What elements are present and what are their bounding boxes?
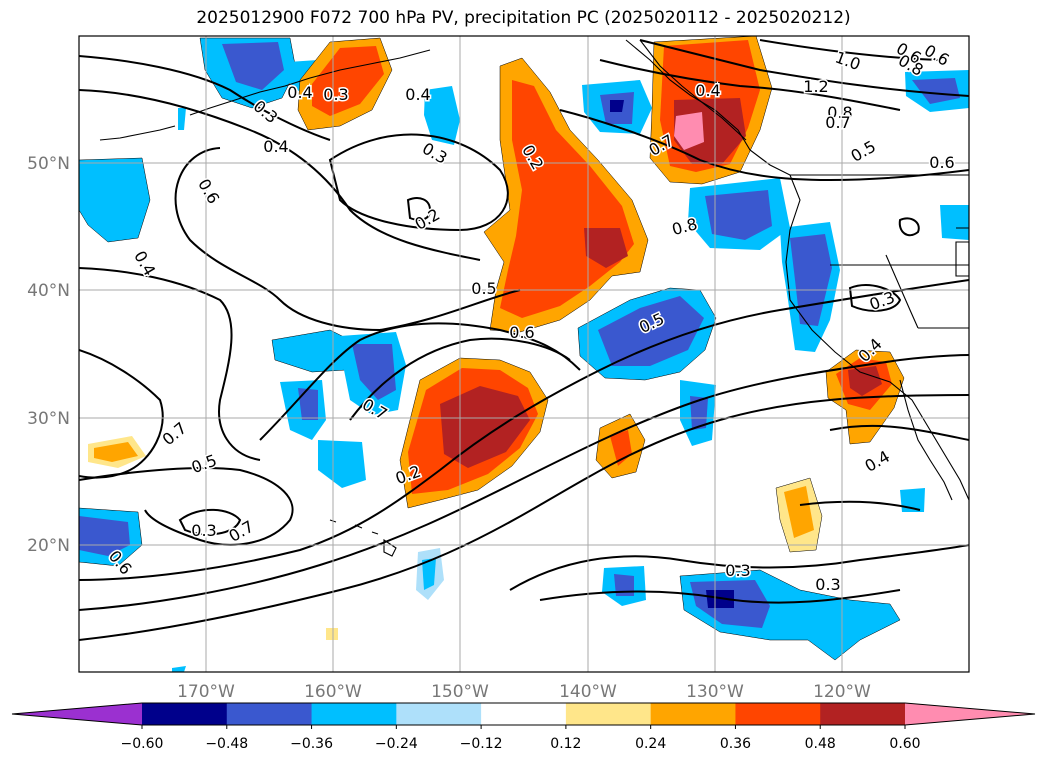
lon-tick-label: 150°W (431, 682, 489, 702)
colorbar-segment (481, 703, 567, 725)
colorbar-extend-high (905, 703, 1035, 725)
map-frame (78, 35, 970, 673)
lon-tick-label: 130°W (686, 682, 744, 702)
contour-label: 0.4 (405, 85, 430, 104)
colorbar-tick-label: −0.60 (121, 736, 164, 752)
colorbar-segment (396, 703, 482, 725)
lat-tick-label: 50°N (27, 154, 70, 174)
contour-label: 0.4 (287, 83, 312, 102)
contour-label: 0.4 (861, 447, 893, 476)
colorbar-segment (650, 703, 736, 725)
contour-label: 0.3 (725, 561, 750, 580)
contour-label: 0.6 (194, 175, 223, 207)
colorbar-tick-label: 0.36 (720, 736, 751, 752)
colorbar-tick-label: 0.60 (889, 736, 920, 752)
contour-label: 0.6 (929, 153, 954, 172)
colorbar-tick-label: −0.48 (205, 736, 248, 752)
contour-label: 0.5 (189, 451, 219, 478)
contour-label: 0.5 (847, 137, 879, 166)
contour-label: 0.4 (263, 137, 288, 156)
contour-label: 0.3 (323, 85, 348, 104)
colorbar-segment (735, 703, 821, 725)
contour-label: 0.8 (670, 214, 700, 239)
precip-shading (79, 36, 969, 672)
colorbar-tick-label: 0.48 (805, 736, 836, 752)
lon-tick-label: 160°W (304, 682, 362, 702)
lat-tick-label: 30°N (27, 409, 70, 429)
contour-label: 0.6 (509, 323, 534, 342)
colorbar-segment (226, 703, 313, 725)
contour-label: 0.3 (815, 575, 840, 594)
colorbar-tick-label: 0.12 (550, 736, 581, 752)
map-title: 2025012900 F072 700 hPa PV, precipitatio… (196, 8, 851, 28)
colorbar-segment (565, 703, 652, 725)
colorbar-segment (142, 703, 228, 725)
contour-label: 1.0 (833, 48, 863, 75)
lon-tick-label: 140°W (559, 682, 617, 702)
colorbar-segment (311, 703, 397, 725)
colorbar-tick-label: −0.24 (375, 736, 418, 752)
lon-tick-label: 120°W (813, 682, 871, 702)
colorbar-extend-low (12, 703, 142, 725)
colorbar-tick-label: −0.12 (460, 736, 503, 752)
coastlines (99, 39, 969, 557)
lon-tick-label: 170°W (177, 682, 235, 702)
contour-label: 0.3 (191, 521, 216, 540)
lat-tick-label: 40°N (27, 281, 70, 301)
gridlines (79, 36, 969, 672)
lon-tick-labels: 170°W 160°W 150°W 140°W 130°W 120°W (177, 682, 871, 702)
colorbar-tick-label: 0.24 (635, 736, 666, 752)
colorbar: −0.60 −0.48 −0.36 −0.24 −0.12 0.12 0.24 0.36 0.4… (11, 702, 1036, 752)
lat-tick-labels: 50°N 40°N 30°N 20°N (27, 154, 70, 556)
contour-label: 1.2 (803, 77, 828, 96)
contour-label: 0.5 (471, 279, 496, 298)
contour-label: 0.7 (825, 113, 850, 132)
colorbar-tick-label: −0.36 (290, 736, 333, 752)
colorbar-segment (820, 703, 906, 725)
contour-label: 0.8 (827, 103, 852, 122)
contour-label: 0.4 (695, 81, 720, 100)
contour-label: 0.6 (921, 41, 953, 70)
lat-tick-label: 20°N (27, 536, 70, 556)
